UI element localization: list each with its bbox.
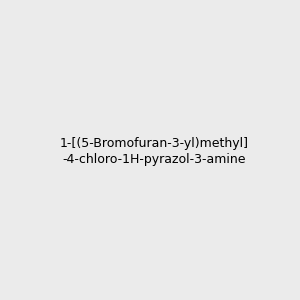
Text: 1-[(5-Bromofuran-3-yl)methyl]
-4-chloro-1H-pyrazol-3-amine: 1-[(5-Bromofuran-3-yl)methyl] -4-chloro-… — [59, 137, 248, 166]
